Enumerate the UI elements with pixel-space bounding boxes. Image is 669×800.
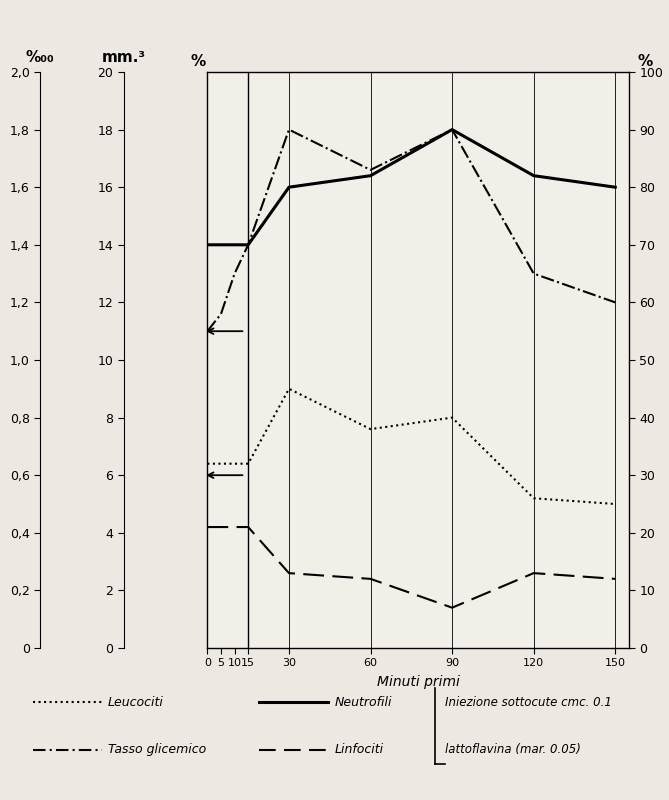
Text: %: % <box>638 54 652 69</box>
Text: Linfociti: Linfociti <box>334 743 383 756</box>
Text: Neutrofili: Neutrofili <box>334 696 392 709</box>
Text: mm.³: mm.³ <box>102 50 145 65</box>
Text: Iniezione sottocute cmc. 0.1: Iniezione sottocute cmc. 0.1 <box>444 696 611 709</box>
Text: Tasso glicemico: Tasso glicemico <box>108 743 206 756</box>
X-axis label: Minuti primi: Minuti primi <box>377 675 460 690</box>
Text: lattoflavina (mar. 0.05): lattoflavina (mar. 0.05) <box>444 743 581 756</box>
Text: Leucociti: Leucociti <box>108 696 164 709</box>
Text: %₀₀: %₀₀ <box>25 50 54 65</box>
Text: %: % <box>190 54 205 69</box>
